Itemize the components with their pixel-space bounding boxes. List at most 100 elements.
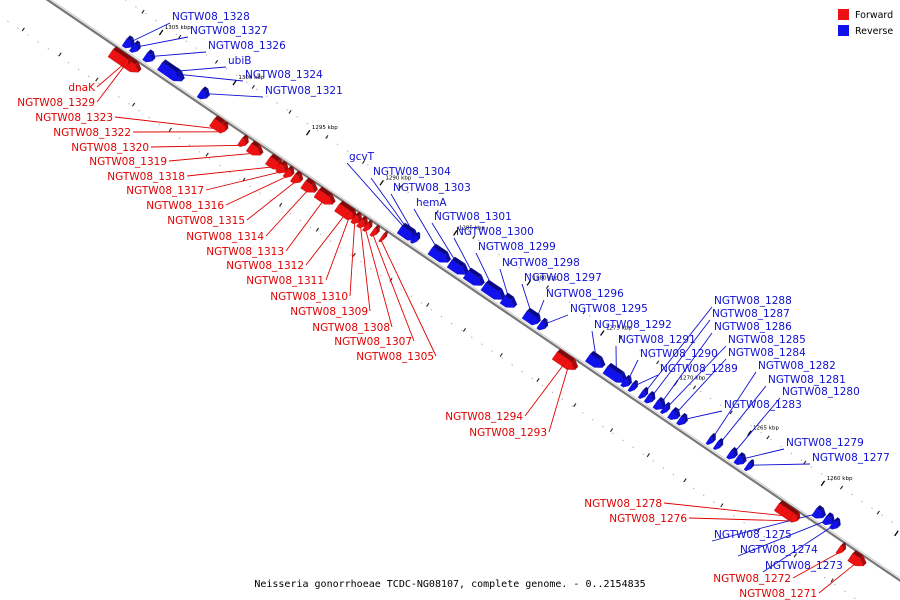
gene-label-NGTW08_1315[interactable]: NGTW08_1315 [167,215,245,227]
gene-label-NGTW08_1316[interactable]: NGTW08_1316 [146,200,224,212]
gene-label-NGTW08_1293[interactable]: NGTW08_1293 [469,427,547,439]
gene-NGTW08_1277[interactable] [743,459,755,472]
gene-label-NGTW08_1275[interactable]: NGTW08_1275 [714,529,792,541]
gene-label-NGTW08_1307[interactable]: NGTW08_1307 [334,336,412,348]
gene-label-NGTW08_1289[interactable]: NGTW08_1289 [660,363,738,375]
gene-label-NGTW08_1323[interactable]: NGTW08_1323 [35,112,113,124]
gene-NGTW08_1307[interactable] [369,224,380,237]
gene-label-NGTW08_1288[interactable]: NGTW08_1288 [714,295,792,307]
gene-NGTW08_1287[interactable] [643,391,656,404]
gene-label-dnaK[interactable]: dnaK [68,82,96,94]
gene-label-NGTW08_1309[interactable]: NGTW08_1309 [290,306,368,318]
gene-NGTW08_1276[interactable] [788,510,801,523]
gene-NGTW08_1299[interactable] [480,279,506,300]
gene-label-NGTW08_1278[interactable]: NGTW08_1278 [584,498,662,510]
gene-NGTW08_1319[interactable] [245,140,264,156]
gene-NGTW08_1289[interactable] [627,379,638,392]
gene-label-NGTW08_1272[interactable]: NGTW08_1272 [713,573,791,585]
gene-label-NGTW08_1291[interactable]: NGTW08_1291 [618,334,696,346]
gene-NGTW08_1315[interactable] [290,170,304,184]
gene-label-NGTW08_1300[interactable]: NGTW08_1300 [456,226,534,238]
gene-NGTW08_1271[interactable] [847,550,867,567]
gene-label-NGTW08_1296[interactable]: NGTW08_1296 [546,288,624,300]
gene-label-NGTW08_1313[interactable]: NGTW08_1313 [206,246,284,258]
gene-label-NGTW08_1322[interactable]: NGTW08_1322 [53,127,131,139]
gene-label-NGTW08_1298[interactable]: NGTW08_1298 [502,257,580,269]
gene-label-NGTW08_1273[interactable]: NGTW08_1273 [765,560,843,572]
gene-NGTW08_1273[interactable] [829,517,841,530]
gene-label-NGTW08_1271[interactable]: NGTW08_1271 [739,588,817,600]
gene-label-NGTW08_1314[interactable]: NGTW08_1314 [186,231,264,243]
gene-label-NGTW08_1284[interactable]: NGTW08_1284 [728,347,806,359]
gene-label-NGTW08_1297[interactable]: NGTW08_1297 [524,272,602,284]
gene-label-NGTW08_1310[interactable]: NGTW08_1310 [270,291,348,303]
gene-label-NGTW08_1276[interactable]: NGTW08_1276 [609,513,687,525]
gene-dnaK[interactable] [107,46,142,73]
gene-label-NGTW08_1295[interactable]: NGTW08_1295 [570,303,648,315]
gene-label-NGTW08_1329[interactable]: NGTW08_1329 [17,97,95,109]
gene-NGTW08_1316[interactable] [282,165,295,179]
gene-label-NGTW08_1319[interactable]: NGTW08_1319 [89,156,167,168]
gene-label-NGTW08_1327[interactable]: NGTW08_1327 [190,25,268,37]
gene-label-NGTW08_1280[interactable]: NGTW08_1280 [782,386,860,398]
gene-NGTW08_1326[interactable] [142,49,156,63]
gene-NGTW08_1293[interactable] [562,355,577,370]
gene-label-NGTW08_1294[interactable]: NGTW08_1294 [445,411,523,423]
gene-NGTW08_1272[interactable] [835,542,846,555]
gene-NGTW08_1282[interactable] [705,433,716,446]
gene-label-NGTW08_1320[interactable]: NGTW08_1320 [71,142,149,154]
gene-NGTW08_1296[interactable] [529,312,541,326]
gene-label-NGTW08_1317[interactable]: NGTW08_1317 [126,185,204,197]
gene-label-NGTW08_1286[interactable]: NGTW08_1286 [714,321,792,333]
gene-label-NGTW08_1290[interactable]: NGTW08_1290 [640,348,718,360]
gene-hemA[interactable] [427,243,451,263]
gene-label-NGTW08_1311[interactable]: NGTW08_1311 [246,275,324,287]
gene-NGTW08_1313[interactable] [313,186,336,205]
gene-NGTW08_1304[interactable] [404,227,416,241]
gene-label-NGTW08_1292[interactable]: NGTW08_1292 [594,319,672,331]
gene-NGTW08_1321[interactable] [196,86,210,100]
gene-NGTW08_1285[interactable] [659,402,671,415]
gene-NGTW08_1324[interactable] [168,67,181,80]
gene-label-NGTW08_1308[interactable]: NGTW08_1308 [312,322,390,334]
gene-NGTW08_1295[interactable] [536,317,549,331]
gene-label-NGTW08_1287[interactable]: NGTW08_1287 [712,308,790,320]
gene-label-NGTW08_1303[interactable]: NGTW08_1303 [393,182,471,194]
gene-NGTW08_1275[interactable] [811,505,826,519]
gene-label-NGTW08_1283[interactable]: NGTW08_1283 [724,399,802,411]
gene-label-ubiB[interactable]: ubiB [228,55,251,67]
gene-NGTW08_1322[interactable] [218,121,229,134]
gene-label-NGTW08_1274[interactable]: NGTW08_1274 [740,544,818,556]
gene-NGTW08_1329[interactable] [120,55,132,68]
gene-label-NGTW08_1281[interactable]: NGTW08_1281 [768,374,846,386]
gene-label-NGTW08_1326[interactable]: NGTW08_1326 [208,40,286,52]
gene-label-NGTW08_1301[interactable]: NGTW08_1301 [434,211,512,223]
gene-NGTW08_1298[interactable] [499,292,518,308]
gene-label-NGTW08_1312[interactable]: NGTW08_1312 [226,260,304,272]
gene-NGTW08_1284[interactable] [667,407,681,420]
gene-label-NGTW08_1328[interactable]: NGTW08_1328 [172,11,250,23]
gene-label-NGTW08_1282[interactable]: NGTW08_1282 [758,360,836,372]
gene-label-NGTW08_1299[interactable]: NGTW08_1299 [478,241,556,253]
gene-label-NGTW08_1305[interactable]: NGTW08_1305 [356,351,434,363]
gene-NGTW08_1280[interactable] [726,447,738,460]
gene-label-NGTW08_1318[interactable]: NGTW08_1318 [107,171,185,183]
gene-NGTW08_1281[interactable] [712,438,724,451]
gene-NGTW08_1320[interactable] [237,134,249,148]
gene-NGTW08_1305[interactable] [378,230,388,243]
gene-NGTW08_1279[interactable] [733,452,747,465]
gene-NGTW08_1327[interactable] [129,40,141,53]
gene-label-NGTW08_1321[interactable]: NGTW08_1321 [265,85,343,97]
gene-NGTW08_1308[interactable] [362,219,373,232]
gene-NGTW08_1303[interactable] [409,231,421,244]
gene-NGTW08_1288[interactable] [637,386,649,399]
gene-label-NGTW08_1277[interactable]: NGTW08_1277 [812,452,890,464]
gene-label-NGTW08_1304[interactable]: NGTW08_1304 [373,166,451,178]
gene-NGTW08_1283[interactable] [676,413,688,426]
gene-NGTW08_1292[interactable] [584,350,606,368]
gene-label-NGTW08_1279[interactable]: NGTW08_1279 [786,437,864,449]
gene-label-gcvT[interactable]: gcvT [349,151,375,163]
gene-NGTW08_1314[interactable] [300,177,318,193]
gene-NGTW08_1290[interactable] [620,374,632,388]
gene-label-NGTW08_1324[interactable]: NGTW08_1324 [245,69,323,81]
